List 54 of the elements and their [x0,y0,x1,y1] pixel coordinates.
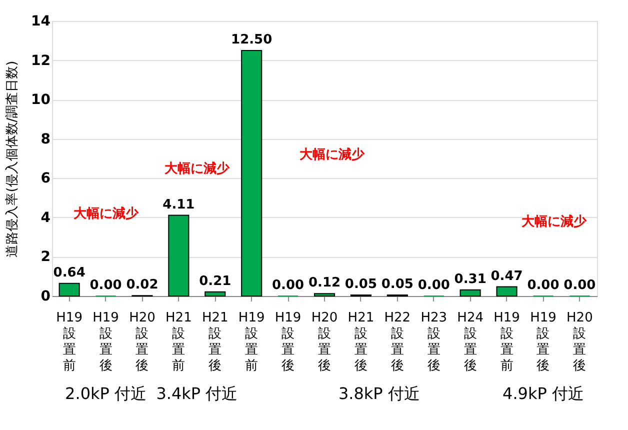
x-tick-label: H19 設置前 [56,310,82,374]
data-label: 0.21 [199,274,232,289]
data-label: 0.64 [53,265,86,280]
x-tick-label: H19 設置後 [530,310,556,374]
text: 4.9kP 付近 [502,384,584,403]
x-tick-label: H24 設置後 [457,310,484,374]
x-tick-label: H19 設置前 [238,310,265,374]
data-label: 0.05 [381,277,414,292]
data-label: 0.31 [454,272,486,287]
annotation: 大幅に減少 [522,214,588,230]
bar [241,50,262,296]
x-tick-label: H23 設置後 [420,310,448,374]
data-label: 0.00 [418,278,450,293]
x-tick-label: H20 設置後 [311,310,338,374]
data-label: 12.50 [231,32,272,48]
y-axis-title: 道路侵入率(侵入個体数/調査日数) [4,60,20,258]
data-label: 0.00 [272,278,304,293]
y-tick-label: 6 [40,170,50,187]
data-label: 0.00 [564,278,596,293]
data-label: 0.47 [490,268,523,284]
bar [314,293,336,296]
data-label: 0.00 [90,278,122,293]
x-tick-label: H19 設置前 [494,310,520,374]
x-tick-label: H20 設置後 [129,310,156,374]
annotation: 大幅に減少 [164,161,230,176]
x-tick-label: H20 設置後 [566,310,593,374]
text: 3.8kP 付近 [338,384,420,403]
y-tick-label: 0 [40,288,51,304]
y-tick-label: 4 [40,210,51,226]
data-label: 0.02 [126,278,158,293]
annotation: 大幅に減少 [73,206,140,222]
x-tick-label: H21 設置後 [348,310,374,374]
bar [460,289,481,296]
data-label: 0.05 [344,277,377,292]
y-tick-label: 8 [40,131,50,148]
bar [204,291,226,296]
data-label: 0.12 [308,276,341,291]
y-tick-label: 10 [31,92,51,108]
x-tick-label: H22 設置後 [384,310,411,374]
y-tick-label: 2 [40,249,50,266]
x-tick-label: H21 設置前 [166,310,192,374]
data-label: 0.00 [527,278,560,293]
bar [58,282,80,296]
text: 3.4kP 付近 [156,384,238,403]
text: 2.0kP 付近 [65,384,146,403]
x-tick-label: H19 設置後 [92,310,119,374]
x-tick-label: H19 設置後 [274,310,302,374]
y-tick-label: 14 [31,14,51,30]
bar [496,286,518,296]
annotation: 大幅に減少 [299,148,366,163]
data-label: 4.11 [162,197,195,212]
bar [168,214,190,296]
y-tick-label: 12 [31,52,50,69]
x-tick-label: H21 設置後 [202,310,228,374]
